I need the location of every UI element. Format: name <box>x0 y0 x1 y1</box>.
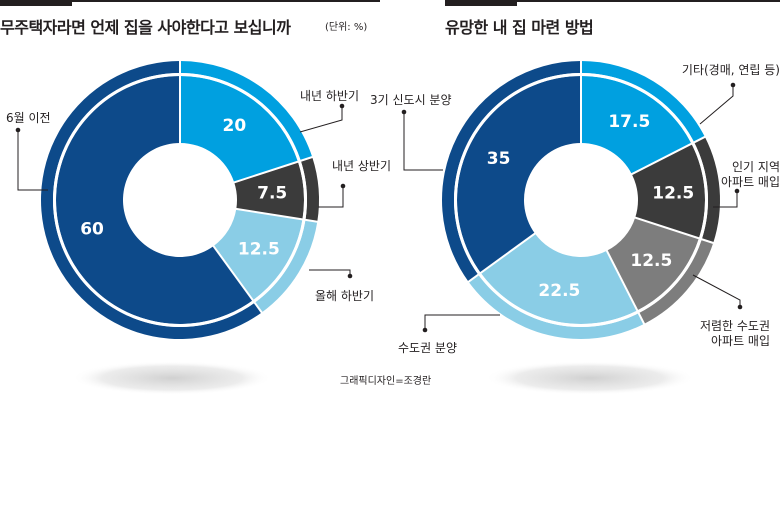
leader-dot-1-4 <box>401 109 407 115</box>
slice-0-2 <box>213 208 303 301</box>
slice-0-1 <box>234 161 304 220</box>
category-label-1-1: 인기 지역 아파트 매입 <box>721 160 780 189</box>
ring-slice-1-1 <box>694 136 720 243</box>
slice-1-3 <box>480 233 638 324</box>
leader-line-1-0 <box>699 85 734 125</box>
category-label-1-2: 저렴한 수도권 아파트 매입 <box>700 319 770 348</box>
ring-slice-0-0 <box>180 61 313 161</box>
right-chart-shadow <box>485 361 695 395</box>
value-label-0-2: 12.5 <box>238 239 280 259</box>
ring-slice-1-2 <box>638 239 714 324</box>
slice-1-0 <box>581 76 692 175</box>
leader-line-1-3 <box>424 314 500 330</box>
category-label-1-3: 수도권 분양 <box>398 341 457 355</box>
leader-line-0-0 <box>299 106 343 133</box>
ring-slice-1-3 <box>468 274 645 339</box>
leader-dot-1-2 <box>737 304 743 310</box>
leader-line-0-3 <box>17 130 48 191</box>
right-chart-title: 유망한 내 집 마련 방법 <box>445 18 594 37</box>
category-label-0-2: 올해 하반기 <box>315 289 374 303</box>
value-label-0-0: 20 <box>223 116 247 136</box>
ring-slice-0-1 <box>300 157 319 222</box>
ring-gap <box>454 73 708 327</box>
category-label-0-1: 내년 상반기 <box>332 159 391 173</box>
graphic-credit: 그래픽디자인=조경란 <box>340 376 432 387</box>
category-label-1-0: 기타(경매, 연립 등) <box>682 63 780 77</box>
category-label-0-0: 내년 하반기 <box>300 89 359 103</box>
left-chart-title: 무주택자라면 언제 집을 사야한다고 보십니까 <box>0 18 291 37</box>
ring-slice-1-4 <box>442 61 581 282</box>
leader-dot-0-1 <box>340 183 346 189</box>
left-top-rule <box>72 0 380 2</box>
left-top-bar <box>0 0 72 6</box>
value-label-1-1: 12.5 <box>652 184 694 204</box>
leader-line-1-4 <box>403 112 443 171</box>
right-top-bar <box>445 0 517 6</box>
leader-dot-1-1 <box>734 188 740 194</box>
leader-line-1-1 <box>713 191 738 208</box>
right-top-rule <box>517 0 780 2</box>
leader-line-0-2 <box>309 269 351 276</box>
slice-0-0 <box>180 76 298 183</box>
leader-dot-0-2 <box>347 273 353 279</box>
leader-line-0-1 <box>318 186 344 208</box>
value-label-0-1: 7.5 <box>257 184 287 204</box>
left-chart-unit: (단위: %) <box>325 22 368 33</box>
slice-1-2 <box>606 217 699 311</box>
slice-0-3 <box>56 76 253 324</box>
value-label-1-2: 12.5 <box>630 251 672 271</box>
ring-gap <box>53 73 307 327</box>
leader-dot-1-0 <box>730 82 736 88</box>
value-label-0-3: 60 <box>80 220 104 240</box>
slice-1-1 <box>631 143 705 239</box>
value-label-1-3: 22.5 <box>538 281 580 301</box>
left-chart-shadow <box>72 361 272 395</box>
leader-dot-1-3 <box>422 327 428 333</box>
leader-line-1-2 <box>692 274 741 307</box>
category-label-1-4: 3기 신도시 분양 <box>370 93 452 107</box>
leader-dot-0-3 <box>15 127 21 133</box>
slice-1-4 <box>457 76 581 273</box>
ring-slice-1-0 <box>581 61 705 143</box>
ring-slice-0-2 <box>254 219 318 313</box>
value-label-1-4: 35 <box>487 149 511 169</box>
leader-dot-0-0 <box>339 103 345 109</box>
value-label-1-0: 17.5 <box>608 112 650 132</box>
right-donut-chart: 17.5 12.5 12.5 22.5 35 기타(경매, 연립 등) 인기 지역 아파트 매… <box>370 60 780 355</box>
category-label-0-3: 6월 이전 <box>6 111 51 125</box>
